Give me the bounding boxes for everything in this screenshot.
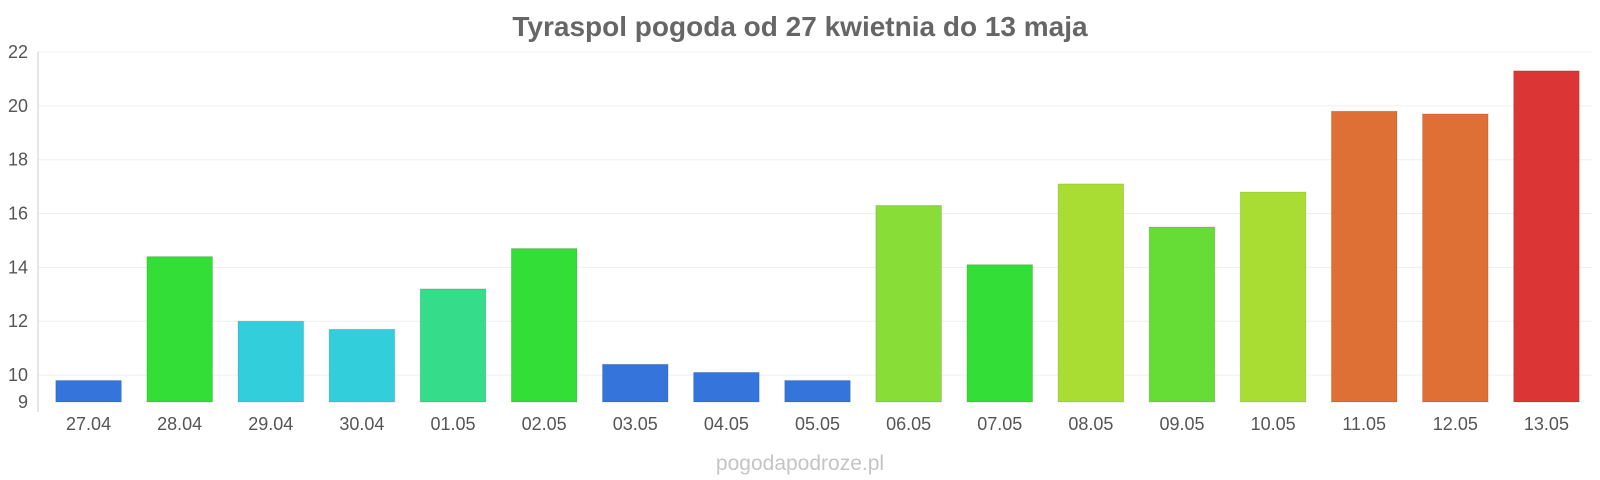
- x-tick-label: 07.05: [977, 414, 1022, 434]
- bar-06.05: [875, 204, 942, 403]
- bar-12.05: [1422, 113, 1489, 403]
- bar-29.04: [237, 320, 305, 403]
- x-tick-label: 04.05: [704, 414, 749, 434]
- x-tick-label: 11.05: [1342, 414, 1386, 434]
- chart-title: Tyraspol pogoda od 27 kwietnia do 13 maj…: [512, 11, 1088, 42]
- watermark: pogodapodroze.pl: [716, 452, 884, 475]
- bar-30.04: [328, 328, 396, 403]
- bar-13.05: [1513, 70, 1580, 403]
- x-tick-label: 02.05: [522, 414, 567, 434]
- y-tick-label: 20: [8, 96, 28, 116]
- bar-07.05: [966, 264, 1034, 403]
- y-tick-label: 14: [8, 257, 28, 277]
- y-tick-label: 18: [8, 150, 28, 170]
- x-tick-label: 28.04: [157, 414, 202, 434]
- bars: [55, 70, 1580, 403]
- bar-09.05: [1148, 226, 1216, 403]
- x-tick-label: 10.05: [1251, 414, 1296, 434]
- bar-11.05: [1330, 110, 1398, 403]
- bar-08.05: [1057, 183, 1125, 403]
- y-tick-label: 22: [8, 42, 28, 62]
- bar-05.05: [784, 379, 851, 403]
- bar-27.04: [55, 379, 122, 403]
- y-tick-label: 10: [8, 365, 28, 385]
- bar-02.05: [510, 248, 578, 403]
- y-tick-label: 9: [18, 392, 28, 412]
- x-tick-label: 05.05: [795, 414, 840, 434]
- bar-01.05: [419, 288, 487, 403]
- x-tick-label: 03.05: [613, 414, 658, 434]
- x-tick-label: 09.05: [1159, 414, 1204, 434]
- x-tick-label: 27.04: [66, 414, 111, 434]
- bar-03.05: [601, 363, 669, 403]
- x-tick-label: 12.05: [1433, 414, 1478, 434]
- x-tick-label: 06.05: [886, 414, 931, 434]
- bar-10.05: [1239, 191, 1307, 403]
- x-tick-label: 30.04: [339, 414, 384, 434]
- bar-04.05: [693, 371, 760, 403]
- x-tick-label: 01.05: [431, 414, 476, 434]
- x-axis-ticks: 27.04 28.04 29.04 30.04 01.05 02.05 03.05 04.05…: [66, 414, 1569, 434]
- x-tick-label: 13.05: [1524, 414, 1569, 434]
- y-axis-ticks: 9 10 12 14 16 18 20 22: [8, 42, 28, 412]
- bar-28.04: [146, 256, 213, 403]
- y-tick-label: 12: [8, 311, 28, 331]
- x-tick-label: 08.05: [1068, 414, 1113, 434]
- x-tick-label: 29.04: [248, 414, 293, 434]
- y-tick-label: 16: [8, 204, 28, 224]
